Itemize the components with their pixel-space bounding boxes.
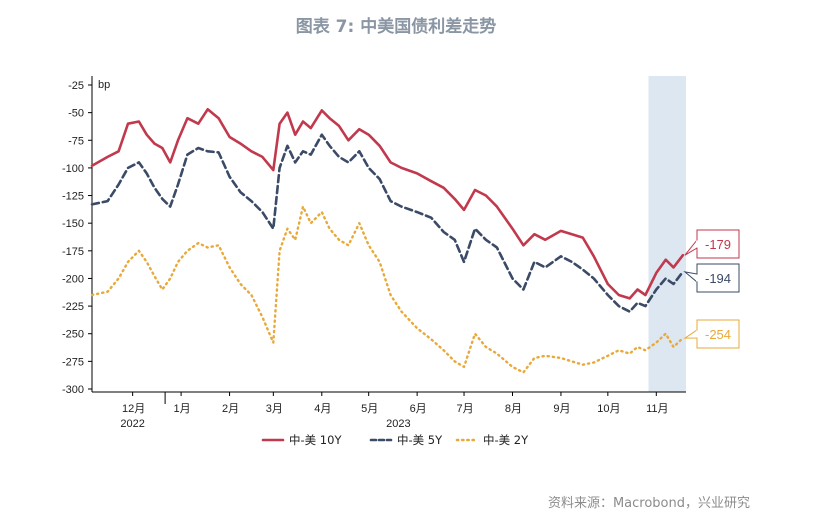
legend-label: 中-美 10Y (289, 433, 342, 447)
y-tick-label: -200 (62, 273, 84, 285)
legend-entry-2y: 中-美 2Y (455, 433, 529, 447)
x-tick-label: 11月 (646, 403, 668, 415)
y-tick-label: -75 (68, 135, 84, 147)
callout-label: -179 (705, 237, 731, 252)
callout-layer: -179 -194 -254 (683, 229, 740, 349)
series-line-10y (90, 108, 685, 300)
y-tick-label: -175 (62, 246, 84, 258)
x-tick-label: 12月 (122, 403, 145, 415)
series-line-2y (90, 205, 685, 374)
series-line-5y (90, 133, 685, 313)
y-axis: -25 -50 -75 -100 -125 -150 -175 -200 -225 -250 -27… (62, 76, 110, 396)
legend-entry-5y: 中-美 5Y (369, 433, 443, 447)
series-layer (90, 108, 685, 374)
y-tick-label: -275 (62, 356, 84, 368)
y-tick-label: -100 (62, 163, 84, 175)
y-tick-label: -50 (68, 108, 84, 120)
chart-title: 图表 7: 中美国债利差走势 (296, 16, 496, 37)
legend: 中-美 10Y 中-美 5Y 中-美 2Y (261, 433, 529, 447)
source-note: 资料来源：Macrobond，兴业研究 (548, 496, 750, 511)
callout-5y: -194 (683, 263, 740, 293)
x-tick-label: 4月 (314, 403, 331, 415)
y-tick-label: -300 (62, 384, 84, 396)
y-tick-label: -125 (62, 191, 84, 203)
x-tick-label: 3月 (266, 403, 283, 415)
highlight-band (648, 76, 686, 392)
callout-label: -194 (705, 271, 731, 286)
y-axis-unit: bp (98, 79, 110, 91)
x-tick-label: 2月 (222, 403, 239, 415)
legend-entry-10y: 中-美 10Y (261, 433, 342, 447)
x-tick-label: 10月 (597, 403, 620, 415)
y-tick-label: -225 (62, 301, 84, 313)
x-tick-label: 9月 (553, 403, 570, 415)
y-tick-label: -25 (68, 80, 84, 92)
x-year-label: 2022 (120, 418, 144, 430)
plot-area: -25 -50 -75 -100 -125 -150 -175 -200 -225 -250 -27… (62, 76, 740, 430)
callout-10y: -179 (684, 229, 740, 259)
x-tick-label: 6月 (410, 403, 427, 415)
x-year-label: 2023 (386, 418, 410, 430)
x-tick-label: 1月 (174, 403, 191, 415)
y-tick-label: -150 (62, 218, 84, 230)
legend-label: 中-美 2Y (483, 433, 529, 447)
x-tick-label: 5月 (361, 403, 378, 415)
callout-label: -254 (705, 327, 731, 342)
callout-2y: -254 (683, 319, 740, 349)
y-tick-label: -250 (62, 329, 84, 341)
x-axis: 12月 1月 2月 3月 4月 5月 6月 7月 8月 9月 10月 11月 2022 2023 (92, 391, 686, 430)
x-tick-label: 8月 (505, 403, 522, 415)
x-tick-label: 7月 (456, 403, 473, 415)
legend-label: 中-美 5Y (397, 433, 443, 447)
